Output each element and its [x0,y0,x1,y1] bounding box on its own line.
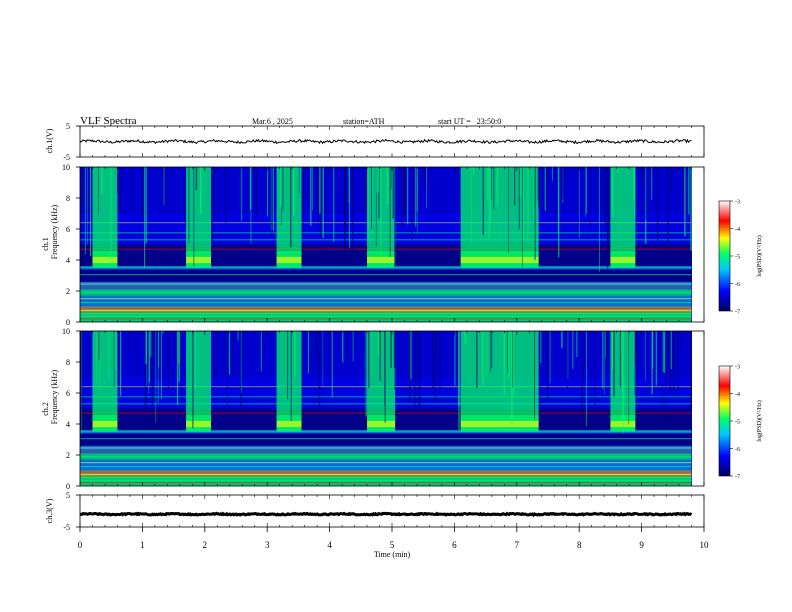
colorbar-tick-label: -5 [735,255,740,261]
station-label: station=ATH [343,117,385,126]
burst-upper [276,331,302,415]
x-tick-label: 6 [452,540,457,550]
y-tick-label: 8 [66,358,70,367]
waveform-line [79,511,693,518]
frequency-band [80,470,692,477]
ch1-spectrogram-ylabel-channel: ch.1 [41,237,50,251]
colorbar-tick-label: -4 [735,392,740,398]
y-tick-label: 6 [66,389,70,398]
ch3-waveform-trace [79,511,693,518]
ch1-waveform-panel: 5 -5 ch.1(V) [45,122,705,162]
y-tick-label: 6 [66,225,70,234]
burst-peak [610,256,636,264]
frequency-band [80,295,692,307]
frequency-band [80,459,692,471]
ch3-waveform-ylabel: ch.3(V) [45,498,54,523]
x-axis-label: Time (min) [374,550,411,559]
time-axis: 0 1 2 3 4 5 6 7 8 9 10 [78,126,709,550]
burst-peak [460,420,539,428]
ch2-colorbar-label: log(PSD)(V²/Hz) [756,400,763,441]
frequency-band [80,312,692,322]
ch1-colorbar-gradient [718,200,731,312]
x-tick-label: 0 [78,540,83,550]
frequency-band [80,269,692,282]
frequency-band [80,476,692,486]
ch2-spectrogram-panel: 0 2 4 6 8 10 ch.2 Frequency (kHz) [41,327,705,491]
colorbar-tick-label: -6 [735,447,740,453]
burst-peak [460,256,539,264]
ch2-spectrogram-ylabel-channel: ch.2 [41,402,50,416]
ch2-spectrogram-ylabel: Frequency (kHz) [50,369,59,424]
ch1-waveform-ylabel: ch.1(V) [45,128,54,153]
ch2-colorbar-gradient [718,365,731,477]
x-tick-label: 5 [390,540,395,550]
colorbar-tick-label: -7 [735,310,740,316]
y-tick-label: 2 [66,451,70,460]
ch1-colorbar: -3 -4 -5 -6 -7 log(PSD)(V²/Hz) [718,200,763,316]
y-tick-label: 0 [66,482,70,491]
y-tick-label: 2 [66,287,70,296]
burst-peak [367,420,396,428]
burst-peak [92,420,118,428]
ch1-ytick-top: 5 [66,122,70,131]
y-tick-label: 10 [62,327,70,336]
colorbar-tick-label: -7 [735,475,740,481]
colorbar-tick-label: -3 [735,365,740,371]
date-label: Mar.6 , 2025 [252,117,293,126]
burst-upper [92,167,118,251]
burst-upper [186,331,212,415]
colorbar-tick-label: -3 [735,200,740,206]
burst-peak [367,256,396,264]
y-tick-label: 10 [62,163,70,172]
burst-peak [610,420,636,428]
x-tick-label: 2 [203,540,208,550]
burst-upper [610,167,636,251]
ch1-spectrogram-panel: 0 2 4 6 8 10 ch.1 Frequency (kHz) [41,163,705,327]
frequency-band [80,306,692,313]
start-time-label: start UT = 23:50:0 [438,117,501,126]
colorbar-tick-label: -4 [735,227,740,233]
y-tick-label: 8 [66,194,70,203]
burst-upper [186,167,212,251]
x-tick-label: 3 [265,540,270,550]
burst-peak [276,420,302,428]
burst-peak [186,420,212,428]
ch1-spectrogram-ylabel: Frequency (kHz) [50,204,59,259]
ch3-waveform-frame [79,494,705,528]
frequency-band [80,433,692,446]
burst-peak [186,256,212,264]
burst-upper [460,167,539,251]
burst-upper [460,331,539,415]
ch1-spectrogram-image [80,167,692,322]
ch3-ytick-top: 5 [66,491,70,500]
x-tick-label: 1 [140,540,145,550]
waveform-line [79,138,692,145]
frequency-band [80,445,692,454]
ch1-ytick-bottom: -5 [63,153,70,162]
colorbar-tick-label: -5 [735,420,740,426]
y-tick-label: 0 [66,318,70,327]
ch3-waveform-panel: 5 -5 ch.3(V) [45,491,705,532]
x-tick-label: 7 [515,540,520,550]
colorbar-tick-label: -6 [735,282,740,288]
x-tick-label: 10 [700,540,710,550]
x-tick-label: 8 [577,540,582,550]
ch1-colorbar-label: log(PSD)(V²/Hz) [756,235,763,276]
figure-title: VLF Spectra [80,115,137,127]
ch2-colorbar: -3 -4 -5 -6 -7 log(PSD)(V²/Hz) [718,365,763,481]
x-tick-label: 4 [327,540,332,550]
ch1-waveform-trace [79,138,692,145]
y-tick-label: 4 [66,420,70,429]
frequency-band [80,281,692,290]
burst-peak [92,256,118,264]
x-tick-label: 9 [639,540,644,550]
y-tick-label: 4 [66,256,70,265]
ch2-spectrogram-image [80,331,692,486]
ch3-ytick-bottom: -5 [63,523,70,532]
burst-peak [276,256,302,264]
